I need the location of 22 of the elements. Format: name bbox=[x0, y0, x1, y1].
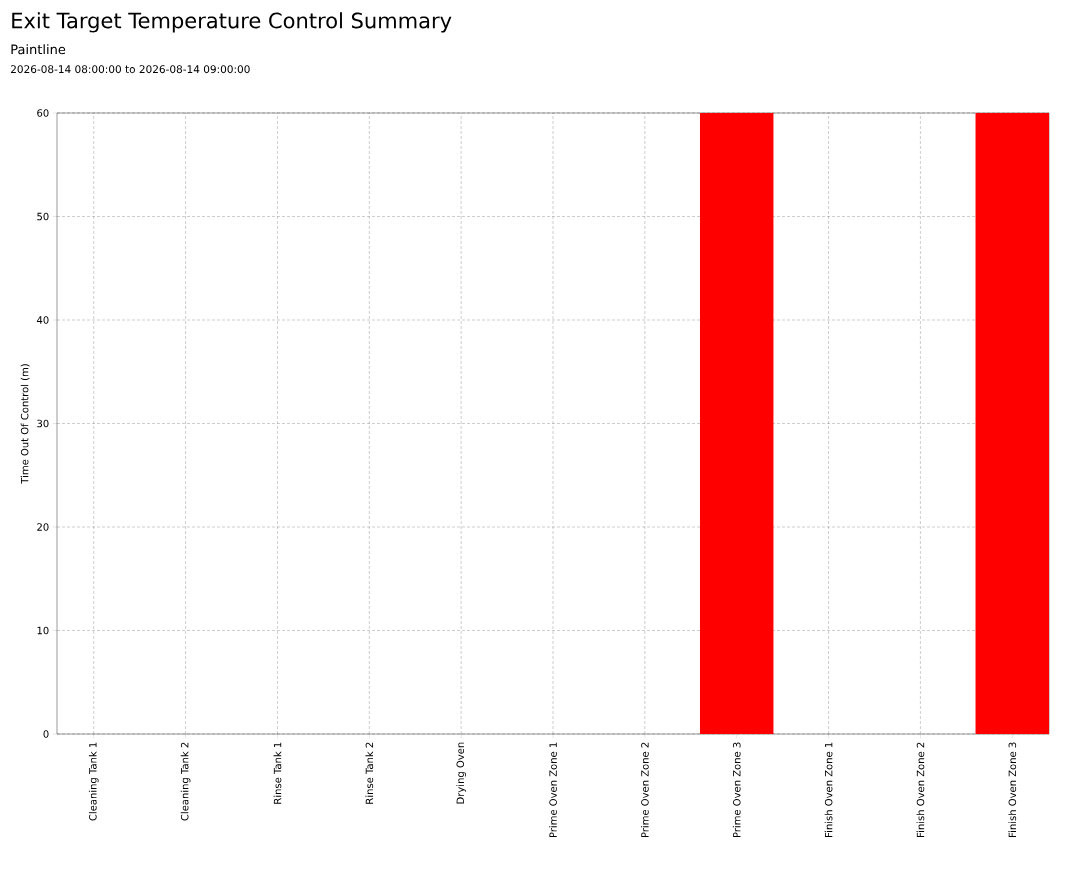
x-tick-label: Finish Oven Zone 3 bbox=[1008, 742, 1017, 837]
x-tick-label: Finish Oven Zone 1 bbox=[824, 742, 833, 837]
x-tick-label: Prime Oven Zone 2 bbox=[640, 742, 649, 838]
x-tick-label: Cleaning Tank 1 bbox=[88, 742, 99, 821]
x-tick-label: Drying Oven bbox=[456, 742, 466, 804]
x-tick-label: Cleaning Tank 2 bbox=[180, 742, 191, 821]
y-tick-label: 40 bbox=[36, 316, 49, 324]
y-tick-label: 50 bbox=[37, 212, 49, 221]
y-tick-label: 0 bbox=[43, 730, 49, 738]
x-tick-label: Rinse Tank 2 bbox=[365, 742, 374, 804]
y-axis-title: Time Out Of Control (m) bbox=[20, 364, 30, 484]
x-tick-label: Prime Oven Zone 3 bbox=[732, 742, 741, 838]
chart-title: Exit Target Temperature Control Summary bbox=[12, 12, 452, 33]
y-tick-label: 60 bbox=[37, 109, 49, 117]
y-tick-label: 10 bbox=[37, 626, 49, 635]
y-tick-label: 30 bbox=[37, 419, 49, 428]
x-tick-label: Rinse Tank 1 bbox=[273, 742, 282, 804]
chart-subtitle: Paintline bbox=[11, 44, 66, 55]
x-tick-label: Finish Oven Zone 2 bbox=[916, 742, 925, 837]
x-tick-label: Prime Oven Zone 1 bbox=[549, 742, 557, 838]
y-tick-label: 20 bbox=[37, 523, 49, 531]
text: 2026-08-14 08:00:00 to 2026-08-14 09:00:00 bbox=[10, 65, 250, 74]
